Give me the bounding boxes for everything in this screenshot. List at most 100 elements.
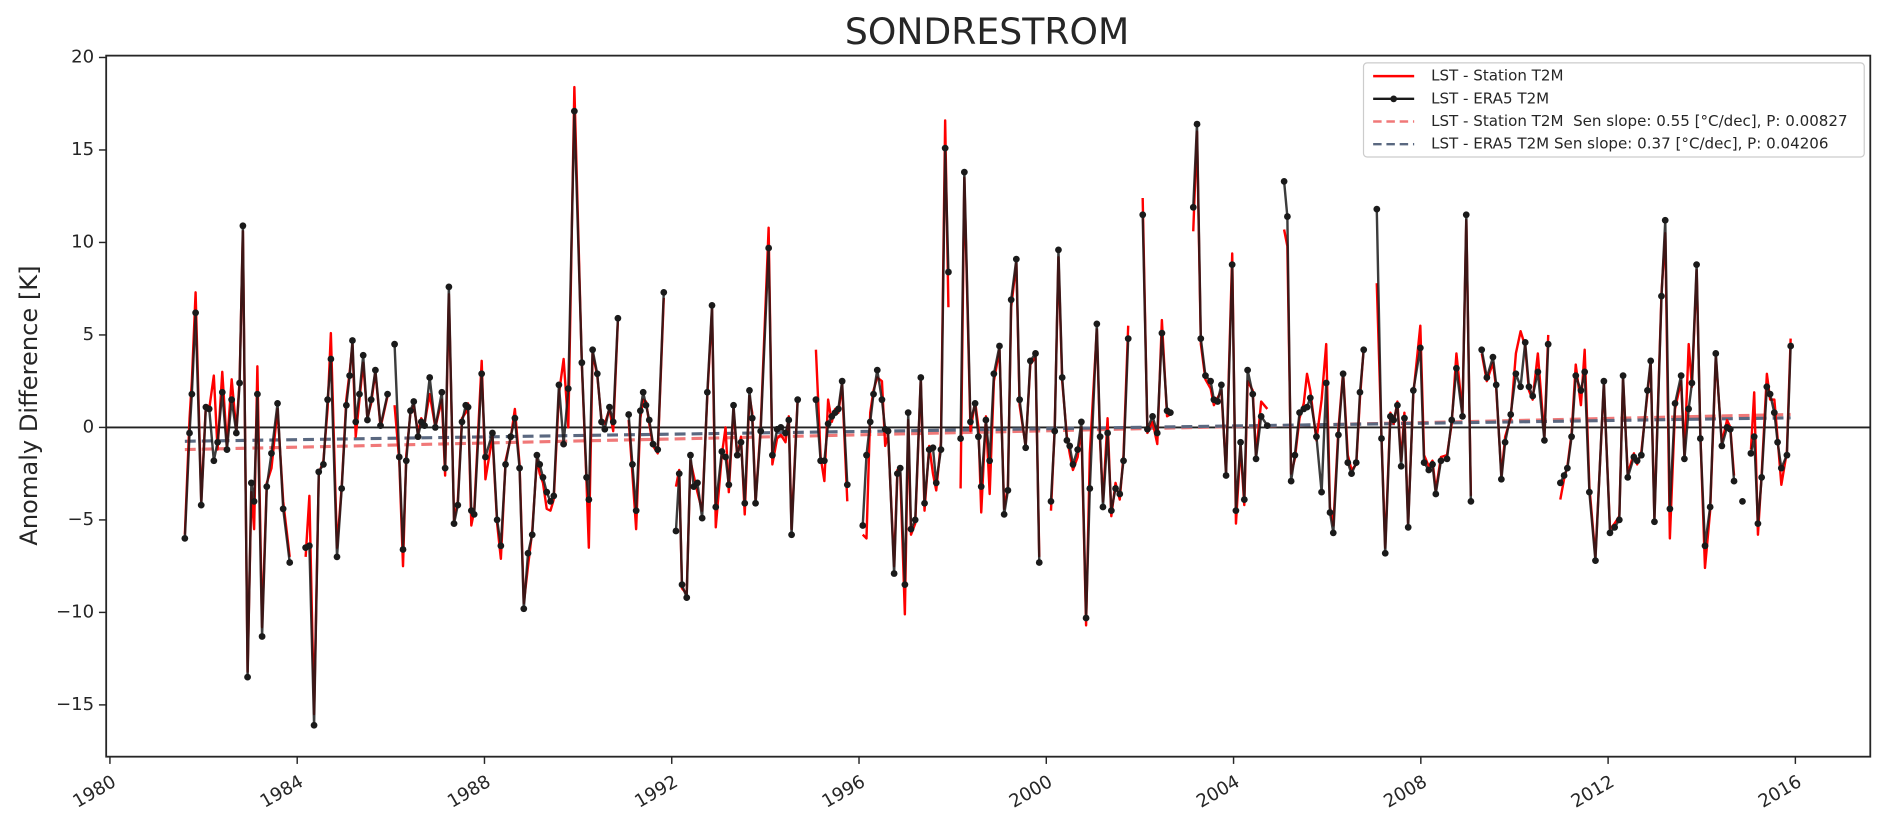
data-point [632, 507, 640, 515]
data-point [205, 405, 213, 413]
data-point [1750, 433, 1758, 441]
data-point [1693, 261, 1700, 269]
data-point [1658, 292, 1665, 300]
data-point [1144, 425, 1151, 433]
data-point [1240, 496, 1248, 503]
x-tick-label: 1996 [818, 771, 868, 812]
data-point [236, 379, 243, 387]
data-point [1026, 357, 1034, 365]
data-point [1739, 498, 1746, 505]
data-point [1222, 472, 1230, 479]
data-point [725, 481, 733, 489]
data-point [777, 424, 785, 431]
data-point [794, 396, 802, 404]
data-point [533, 451, 541, 459]
data-point [1534, 368, 1542, 376]
data-point [1666, 505, 1674, 513]
data-point [1770, 409, 1778, 417]
data-point [263, 483, 271, 490]
data-point [941, 144, 949, 152]
data-point [497, 542, 505, 550]
data-point [890, 570, 898, 577]
y-tick-label: −10 [56, 601, 94, 622]
data-point [1263, 422, 1271, 429]
data-point [878, 396, 886, 404]
x-tick-label: 2016 [1755, 771, 1805, 812]
data-point [1237, 438, 1244, 446]
data-point [859, 522, 867, 529]
data-point [703, 388, 711, 396]
data-point [1287, 477, 1295, 485]
data-point [788, 531, 795, 539]
data-point [1615, 516, 1623, 524]
data-point [268, 449, 275, 457]
x-tick-label: 1988 [444, 771, 494, 812]
data-point [654, 446, 662, 454]
x-tick-label: 2000 [1006, 771, 1056, 812]
data-point [598, 418, 605, 426]
y-tick-label: −15 [56, 694, 94, 715]
data-point [1381, 549, 1389, 557]
data-point [1462, 211, 1470, 219]
data-point [1754, 520, 1762, 527]
data-point [528, 531, 536, 539]
data-point [1592, 557, 1599, 564]
data-point [1313, 433, 1320, 441]
data-point [247, 479, 255, 487]
data-point [629, 461, 636, 468]
data-point [1783, 451, 1791, 459]
data-point [1661, 216, 1669, 224]
data-point [593, 370, 601, 378]
data-point [820, 457, 828, 465]
data-point [583, 473, 590, 481]
data-point [589, 346, 596, 354]
data-point [1149, 412, 1156, 420]
data-point [1758, 473, 1766, 481]
data-point [258, 633, 266, 640]
data-point [324, 396, 332, 404]
data-point [1306, 394, 1314, 402]
data-point [866, 418, 874, 426]
data-point [1489, 353, 1497, 361]
data-point [327, 355, 335, 363]
data-point [1329, 529, 1337, 537]
data-point [426, 374, 434, 381]
data-point [399, 546, 407, 553]
data-point [239, 222, 247, 230]
data-point [1189, 203, 1197, 211]
data-point [1356, 388, 1364, 396]
data-point [649, 440, 657, 448]
data-point [901, 581, 909, 589]
data-point [1096, 433, 1104, 441]
data-point [1344, 459, 1352, 466]
data-point [1207, 377, 1214, 385]
data-point [1774, 438, 1781, 446]
x-tick-label: 2008 [1380, 771, 1430, 812]
data-point [333, 553, 341, 561]
data-point [1120, 457, 1127, 465]
data-point [431, 424, 439, 431]
data-point [975, 433, 982, 441]
data-point [1318, 488, 1325, 496]
data-point [921, 499, 928, 507]
data-point [712, 503, 720, 511]
legend-box [1362, 62, 1865, 158]
data-point [197, 501, 205, 509]
data-point [218, 388, 226, 396]
data-point [986, 457, 994, 465]
data-point [1517, 383, 1524, 391]
data-point [1153, 429, 1161, 437]
data-point [402, 457, 410, 465]
data-point [1252, 455, 1260, 463]
data-point [1378, 435, 1385, 442]
data-point [1284, 213, 1291, 220]
data-point [1677, 372, 1685, 380]
y-tick-label: 0 [83, 416, 95, 437]
x-tick-label: 1980 [69, 771, 119, 812]
data-point [1335, 431, 1342, 439]
data-point [945, 268, 952, 276]
data-point [1429, 461, 1436, 468]
data-point [1425, 466, 1433, 474]
data-point [1063, 436, 1071, 444]
data-point [1541, 436, 1548, 444]
